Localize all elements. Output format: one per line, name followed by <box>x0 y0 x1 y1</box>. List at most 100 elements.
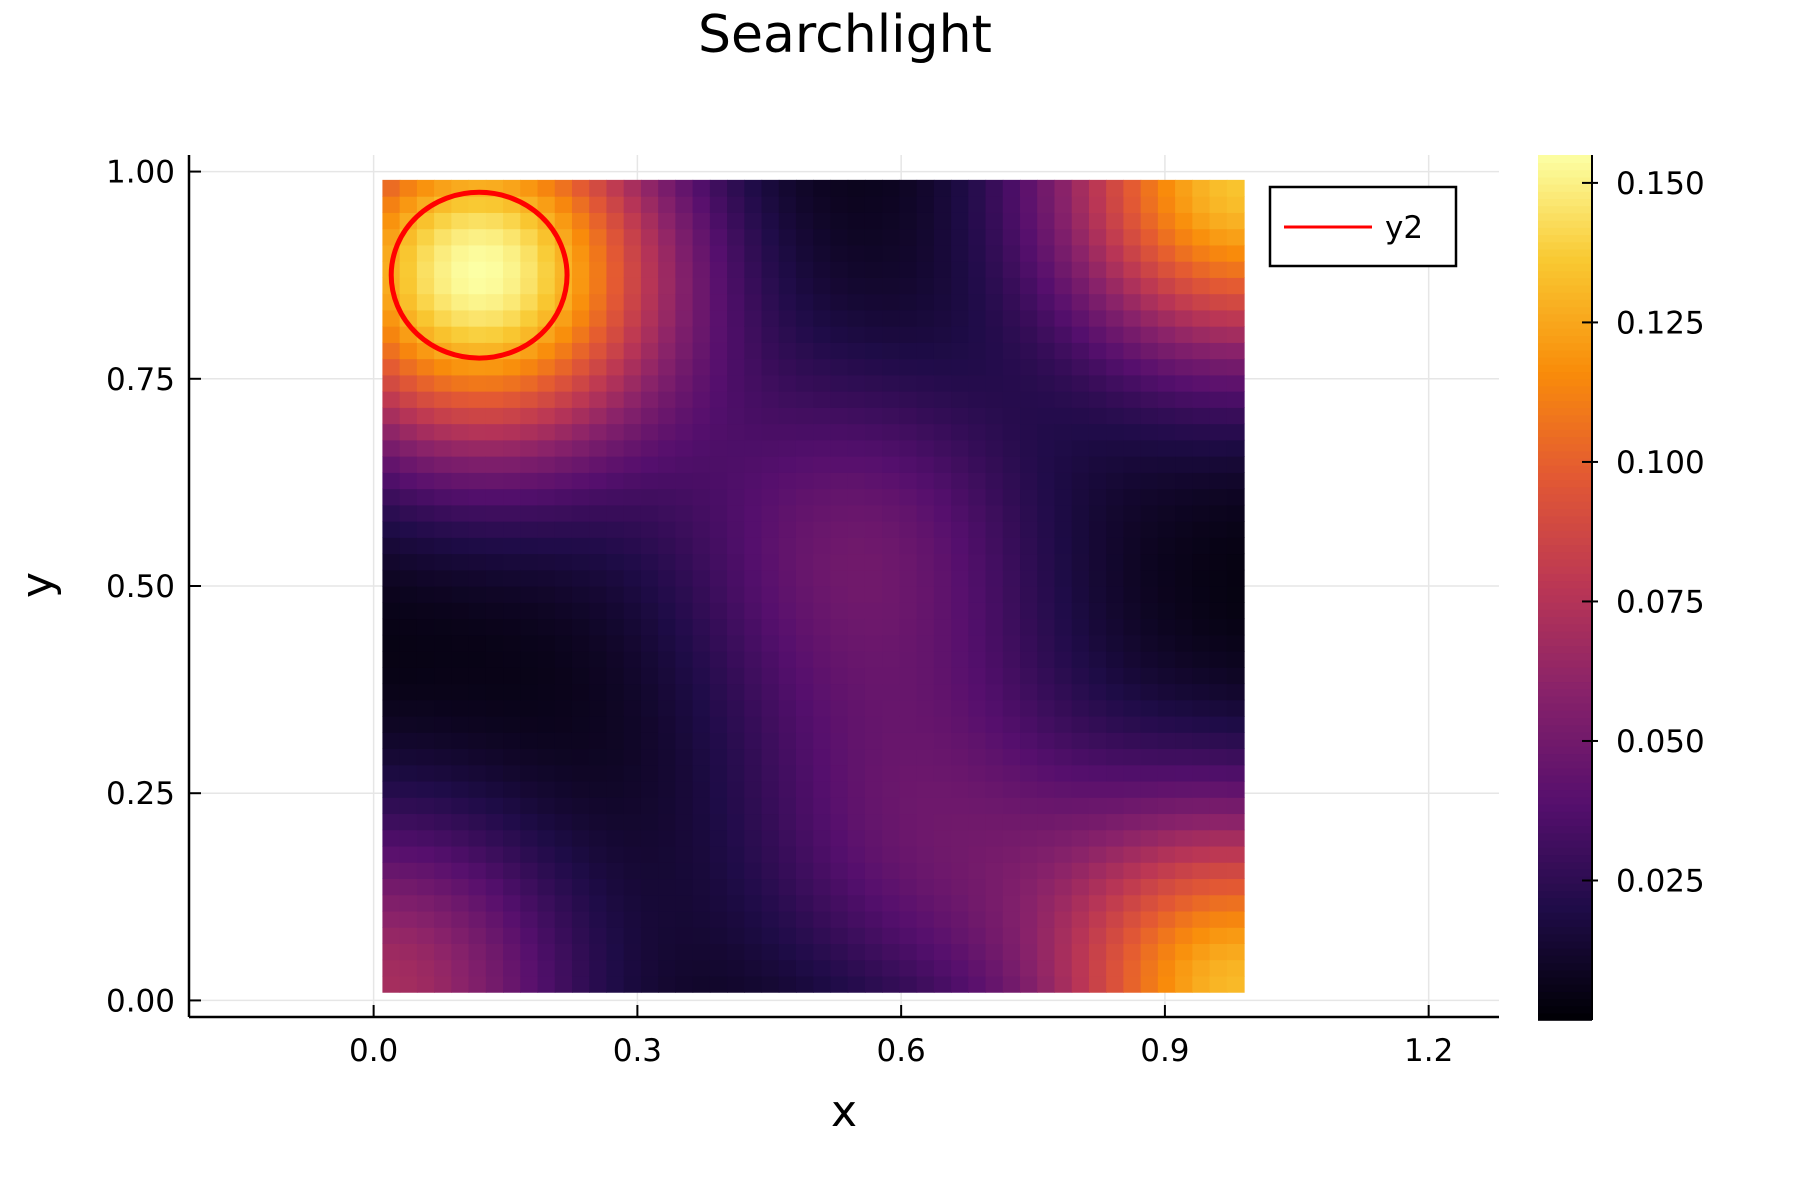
heatmap-cell <box>675 943 694 961</box>
heatmap-cell <box>1054 488 1073 506</box>
heatmap-cell <box>864 228 883 246</box>
heatmap-cell <box>864 277 883 295</box>
heatmap-cell <box>916 472 935 490</box>
heatmap-cell <box>606 569 625 587</box>
heatmap-cell <box>1037 829 1056 847</box>
heatmap-cell <box>658 293 676 311</box>
colorbar-segment <box>1538 955 1592 964</box>
heatmap-cell <box>864 504 883 522</box>
heatmap-cell <box>727 732 745 750</box>
heatmap-cell <box>1002 813 1021 831</box>
heatmap-cell <box>985 845 1004 863</box>
heatmap-cell <box>399 439 418 457</box>
heatmap-cell <box>1088 537 1107 555</box>
heatmap-cell <box>916 358 935 376</box>
heatmap-cell <box>761 829 780 847</box>
heatmap-cell <box>1175 764 1193 782</box>
heatmap-cell <box>1037 537 1056 555</box>
heatmap-cell <box>985 293 1004 311</box>
heatmap-cell <box>1071 602 1090 620</box>
heatmap-cell <box>606 293 625 311</box>
heatmap-cell <box>640 959 659 977</box>
heatmap-cell <box>709 342 728 360</box>
heatmap-cell <box>778 650 797 668</box>
heatmap-cell <box>416 472 435 490</box>
heatmap-cell <box>520 504 539 522</box>
heatmap-cell <box>692 521 711 538</box>
heatmap-cell <box>658 423 676 441</box>
heatmap-cell <box>1140 602 1159 620</box>
heatmap-cell <box>727 407 745 425</box>
heatmap-cell <box>899 228 918 246</box>
heatmap-cell <box>675 374 694 392</box>
series-circle-y2 <box>388 189 570 361</box>
heatmap-cell <box>485 472 504 490</box>
heatmap-cell <box>864 959 883 977</box>
heatmap-cell <box>503 326 521 343</box>
heatmap-cell <box>1175 780 1193 798</box>
heatmap-cell <box>1140 342 1159 360</box>
heatmap-cell <box>1157 975 1176 993</box>
heatmap-cell <box>1020 342 1038 360</box>
heatmap-cell <box>606 407 625 425</box>
heatmap-cell <box>554 959 573 977</box>
heatmap-cell <box>813 407 832 425</box>
heatmap-cell <box>1123 277 1142 295</box>
heatmap-cell <box>1209 764 1228 782</box>
heatmap-cell <box>761 943 780 961</box>
colorbar-segment <box>1538 162 1592 171</box>
heatmap-cell <box>778 407 797 425</box>
heatmap-cell <box>1157 553 1176 571</box>
heatmap-cell <box>1020 732 1038 750</box>
heatmap-cell <box>1071 212 1090 230</box>
heatmap-cell <box>1175 878 1193 896</box>
heatmap-cell <box>623 910 642 928</box>
heatmap-cell <box>1157 797 1176 815</box>
heatmap-cell <box>1037 748 1056 766</box>
heatmap-cell <box>813 488 832 506</box>
heatmap-cell <box>520 829 539 847</box>
heatmap-cell <box>864 602 883 620</box>
colorbar-segment <box>1538 897 1592 906</box>
heatmap-cell <box>1123 975 1142 993</box>
heatmap-cell <box>761 472 780 490</box>
heatmap-cell <box>1054 715 1073 733</box>
heatmap-cell <box>1192 927 1211 944</box>
heatmap-cell <box>1002 244 1021 262</box>
heatmap-cell <box>1209 358 1228 376</box>
heatmap-cell <box>709 845 728 863</box>
heatmap-cell <box>882 423 900 441</box>
heatmap-cell <box>692 715 711 733</box>
heatmap-cell <box>1175 391 1193 408</box>
heatmap-cell <box>1123 472 1142 490</box>
heatmap-cell <box>606 764 625 782</box>
heatmap-cell <box>520 358 539 376</box>
heatmap-cell <box>744 732 763 750</box>
heatmap-cell <box>916 845 935 863</box>
heatmap-cell <box>1106 488 1125 506</box>
heatmap-cell <box>882 943 900 961</box>
heatmap-cell <box>1192 862 1211 880</box>
heatmap-cell <box>640 943 659 961</box>
heatmap-cell <box>778 423 797 441</box>
heatmap-cell <box>1209 748 1228 766</box>
heatmap-cell <box>434 829 452 847</box>
colorbar-segment <box>1538 436 1592 445</box>
heatmap-cell <box>1157 309 1176 327</box>
heatmap-cell <box>864 699 883 717</box>
heatmap-cell <box>727 244 745 262</box>
heatmap-cell <box>709 569 728 587</box>
heatmap-cell <box>399 748 418 766</box>
heatmap-cell <box>847 244 866 262</box>
heatmap-cell <box>606 959 625 977</box>
heatmap-cell <box>744 910 763 928</box>
heatmap-cell <box>468 504 487 522</box>
heatmap-cell <box>709 683 728 701</box>
heatmap-cell <box>468 326 487 343</box>
heatmap-cell <box>1140 862 1159 880</box>
heatmap-cell <box>606 423 625 441</box>
heatmap-cell <box>1071 586 1090 603</box>
heatmap-cell <box>485 618 504 636</box>
heatmap-cell <box>761 196 780 213</box>
heatmap-cell <box>1054 975 1073 993</box>
